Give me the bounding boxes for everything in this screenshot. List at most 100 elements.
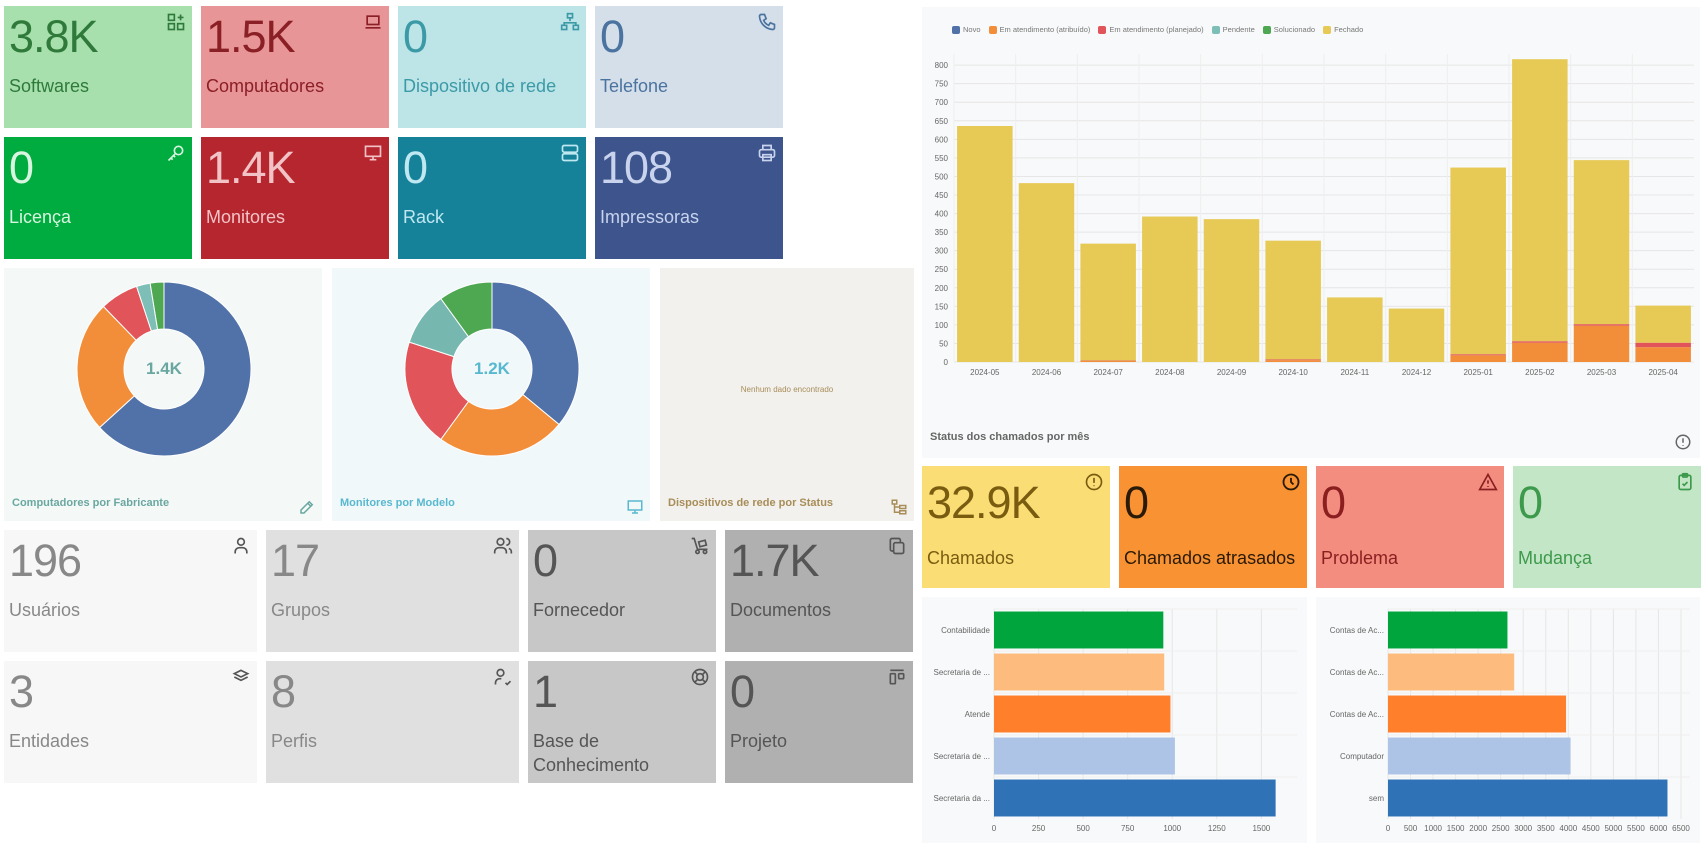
legend-item[interactable]: Em atendimento (atribuído) bbox=[988, 25, 1090, 35]
legend-item[interactable]: Novo bbox=[952, 25, 981, 35]
hierarchy-icon[interactable] bbox=[890, 498, 908, 516]
card-chamados[interactable]: 32.9K Chamados bbox=[922, 466, 1110, 588]
x-tick-label: 2024-05 bbox=[970, 368, 1000, 377]
bar-segment[interactable] bbox=[1512, 342, 1568, 362]
hbar[interactable] bbox=[994, 611, 1164, 649]
legend-item[interactable]: Solucionado bbox=[1262, 25, 1316, 35]
empty-message: Nenhum dado encontrado bbox=[740, 385, 834, 394]
bar-segment[interactable] bbox=[1450, 355, 1506, 362]
card-mudanca[interactable]: 0 Mudança bbox=[1513, 466, 1701, 588]
x-tick-label: 2500 bbox=[1492, 824, 1510, 833]
card-impressoras[interactable]: 108 Impressoras bbox=[595, 137, 783, 259]
donut-slice[interactable] bbox=[149, 281, 165, 331]
y-tick-label: 650 bbox=[935, 117, 949, 126]
y-tick-label: Atende bbox=[965, 710, 991, 719]
donut-slice[interactable] bbox=[440, 281, 493, 338]
card-grupos[interactable]: 17 Grupos bbox=[266, 530, 519, 652]
edit-icon[interactable] bbox=[298, 498, 316, 516]
card-label: Chamados atrasados bbox=[1124, 548, 1296, 568]
x-tick-label: 5500 bbox=[1627, 824, 1645, 833]
y-tick-label: 150 bbox=[935, 302, 949, 311]
bar-segment[interactable] bbox=[1018, 183, 1075, 362]
x-tick-label: 750 bbox=[1121, 824, 1135, 833]
card-label: Fornecedor bbox=[533, 600, 626, 620]
bar-segment[interactable] bbox=[1450, 167, 1506, 355]
bar-segment[interactable] bbox=[1450, 354, 1506, 356]
card-label: Chamados bbox=[927, 548, 1015, 568]
bar-segment[interactable] bbox=[1635, 305, 1691, 343]
card-label: Usuários bbox=[9, 600, 81, 620]
card-problema[interactable]: 0 Problema bbox=[1316, 466, 1504, 588]
bar-segment[interactable] bbox=[957, 125, 1013, 363]
hbar[interactable] bbox=[994, 695, 1171, 733]
key-icon bbox=[166, 143, 186, 163]
bar-segment[interactable] bbox=[1203, 219, 1260, 362]
x-tick-label: 2024-10 bbox=[1278, 368, 1308, 377]
bar-segment[interactable] bbox=[1573, 324, 1630, 326]
bar-segment[interactable] bbox=[1512, 59, 1568, 342]
card-telefone[interactable]: 0 Telefone bbox=[595, 6, 783, 128]
hbar[interactable] bbox=[994, 737, 1175, 775]
donut-slice[interactable] bbox=[404, 341, 470, 441]
donut-chart bbox=[76, 281, 252, 457]
donut-center-value: 1.2K bbox=[474, 359, 510, 378]
hbar[interactable] bbox=[1388, 653, 1515, 691]
info-icon[interactable] bbox=[1674, 433, 1692, 451]
hbar[interactable] bbox=[1388, 779, 1668, 817]
card-label: Entidades bbox=[9, 731, 90, 751]
bar-segment[interactable] bbox=[1388, 308, 1445, 362]
bar-segment[interactable] bbox=[1573, 160, 1630, 325]
bar-segment[interactable] bbox=[1080, 243, 1136, 361]
bar-segment[interactable] bbox=[1512, 341, 1568, 343]
card-entidades[interactable]: 3 Entidades bbox=[4, 661, 257, 783]
hbar[interactable] bbox=[1388, 695, 1567, 733]
card-softwares[interactable]: 3.8K Softwares bbox=[4, 6, 192, 128]
y-tick-label: Secretaria de ... bbox=[934, 752, 990, 761]
card-value: 0 bbox=[533, 535, 558, 586]
legend-item[interactable]: Em atendimento (planejado) bbox=[1098, 25, 1204, 35]
panel-status-chamados: Novo Em atendimento (atribuído) Em atendim… bbox=[922, 7, 1700, 458]
legend-label: Solucionado bbox=[1273, 25, 1316, 34]
legend-label: Fechado bbox=[1334, 25, 1364, 34]
bar-segment[interactable] bbox=[1265, 359, 1321, 361]
bar-segment[interactable] bbox=[1327, 297, 1383, 362]
donut-slice[interactable] bbox=[491, 281, 580, 426]
y-tick-label: 750 bbox=[935, 80, 949, 89]
card-label: Rack bbox=[403, 207, 445, 227]
bar-segment[interactable] bbox=[1635, 347, 1691, 362]
card-licenca[interactable]: 0 Licença bbox=[4, 137, 192, 259]
hbar[interactable] bbox=[994, 779, 1276, 817]
stack-icon bbox=[231, 667, 251, 687]
hbar[interactable] bbox=[1388, 611, 1508, 649]
x-tick-label: 2024-12 bbox=[1402, 368, 1432, 377]
card-chamados-atrasados[interactable]: 0 Chamados atrasados bbox=[1119, 466, 1307, 588]
card-usuarios[interactable]: 196 Usuários bbox=[4, 530, 257, 652]
card-perfis[interactable]: 8 Perfis bbox=[266, 661, 519, 783]
card-fornecedor[interactable]: 0 Fornecedor bbox=[528, 530, 716, 652]
card-base-conhecimento[interactable]: 1 Base de Conhecimento bbox=[528, 661, 716, 783]
y-tick-label: Contas de Ac... bbox=[1330, 626, 1384, 635]
hbar[interactable] bbox=[994, 653, 1165, 691]
card-computadores[interactable]: 1.5K Computadores bbox=[201, 6, 389, 128]
bar-segment[interactable] bbox=[1635, 342, 1691, 348]
legend-item[interactable]: Pendente bbox=[1211, 25, 1255, 35]
legend-item[interactable]: Fechado bbox=[1323, 25, 1364, 35]
card-projeto[interactable]: 0 Projeto bbox=[725, 661, 913, 783]
bar-segment[interactable] bbox=[1080, 360, 1136, 362]
card-rack[interactable]: 0 Rack bbox=[398, 137, 586, 259]
card-dispositivo-rede[interactable]: 0 Dispositivo de rede bbox=[398, 6, 586, 128]
x-tick-label: 0 bbox=[992, 824, 997, 833]
donut-slice[interactable] bbox=[76, 305, 137, 429]
bar-segment[interactable] bbox=[1265, 240, 1321, 360]
hbar[interactable] bbox=[1388, 737, 1571, 775]
bar-segment[interactable] bbox=[1142, 216, 1198, 362]
card-documentos[interactable]: 1.7K Documentos bbox=[725, 530, 913, 652]
x-tick-label: 2025-01 bbox=[1463, 368, 1493, 377]
bar-segment[interactable] bbox=[1573, 325, 1630, 362]
y-tick-label: Secretaria da ... bbox=[934, 794, 990, 803]
donut-slice[interactable] bbox=[440, 393, 560, 457]
bar-segment[interactable] bbox=[1265, 360, 1321, 362]
card-monitores[interactable]: 1.4K Monitores bbox=[201, 137, 389, 259]
donut-slice[interactable] bbox=[98, 281, 252, 457]
monitor-icon[interactable] bbox=[626, 498, 644, 516]
